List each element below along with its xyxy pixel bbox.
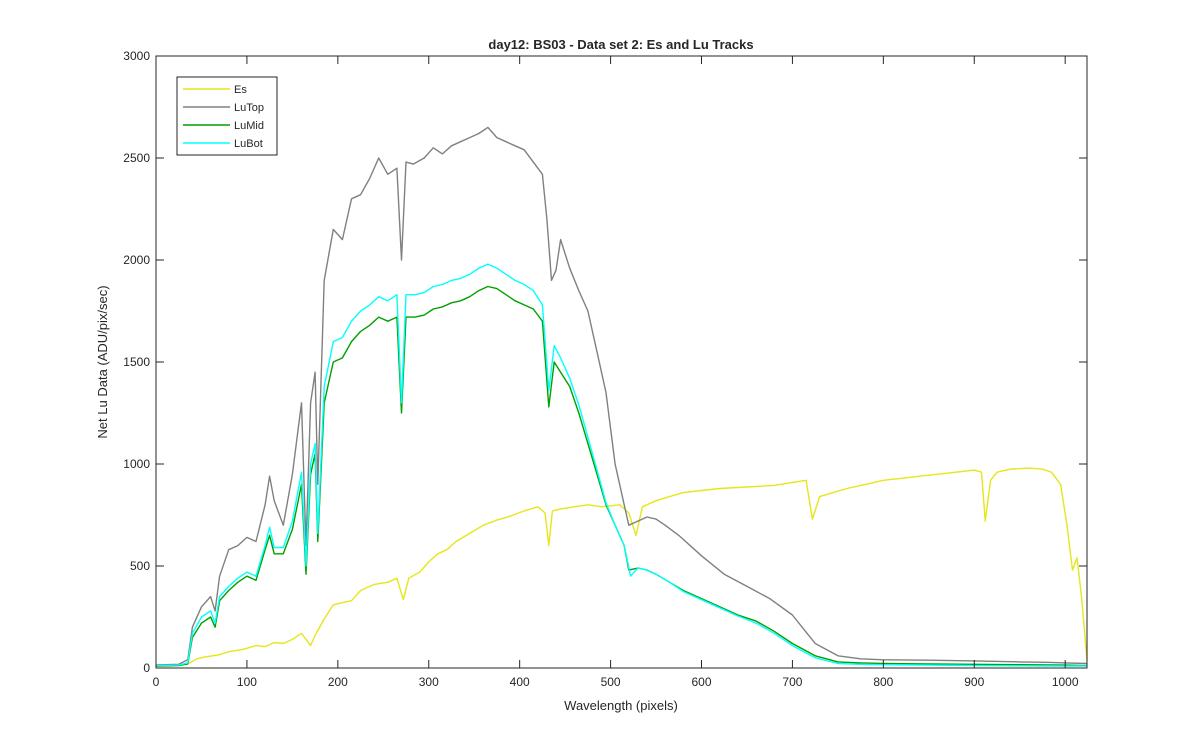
legend-label-lumid: LuMid [234,120,264,132]
axes-layer: 0 100 200 300 400 500 600 700 800 900 1000 0 500 1000… [123,49,1088,689]
y-tick-label: 2500 [123,151,150,165]
legend-label-es: Es [234,84,247,96]
y-tick-label: 2000 [123,253,150,267]
y-tick-label: 0 [143,661,150,675]
legend-label-lutop: LuTop [234,102,264,114]
legend: Es LuTop LuMid LuBot [176,76,278,156]
series-line-lubot [155,263,1087,667]
x-tick-label: 900 [964,675,984,689]
legend-label-lubot: LuBot [234,138,263,150]
x-tick-label: 700 [782,675,802,689]
plot-area [156,56,1087,668]
chart-title: day12: BS03 - Data set 2: Es and Lu Trac… [488,37,753,52]
series-layer [155,126,1088,667]
x-tick-label: 1000 [1052,675,1079,689]
y-tick-label: 3000 [123,49,150,63]
x-tick-label: 100 [237,675,257,689]
y-tick-label: 1500 [123,355,150,369]
x-tick-label: 400 [510,675,530,689]
series-line-es [155,467,1088,667]
x-tick-label: 800 [873,675,893,689]
x-tick-label: 200 [328,675,348,689]
x-tick-label: 300 [419,675,439,689]
y-tick-label: 1000 [123,457,150,471]
x-tick-label: 0 [153,675,160,689]
y-axis-label: Net Lu Data (ADU/pix/sec) [95,285,110,438]
y-tick-label: 500 [130,559,150,573]
series-line-lutop [155,126,1088,666]
x-tick-label: 500 [601,675,621,689]
legend-box [176,76,278,156]
x-axis-label: Wavelength (pixels) [564,698,678,713]
x-tick-label: 600 [691,675,711,689]
series-line-lumid [155,285,1088,667]
